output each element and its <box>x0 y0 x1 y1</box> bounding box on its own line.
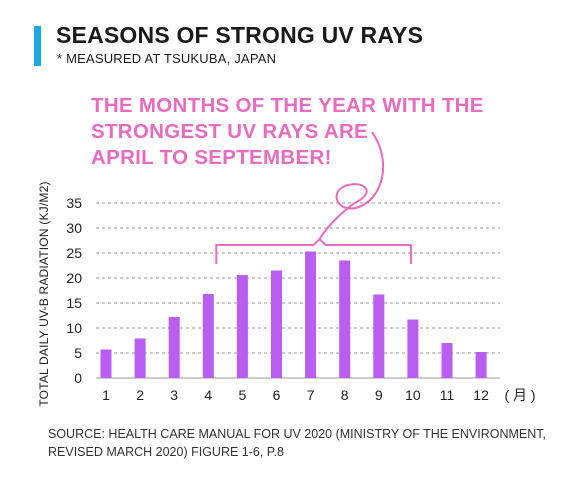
bar-month-6 <box>271 270 282 378</box>
x-tick-label: 11 <box>440 387 455 403</box>
bars <box>100 251 487 378</box>
callout-line: THE MONTHS OF THE YEAR WITH THE <box>91 94 484 117</box>
y-tick-label: 25 <box>66 245 82 261</box>
x-tick-label: 1 <box>102 387 110 403</box>
bar-month-12 <box>475 352 487 378</box>
y-tick-label: 30 <box>66 220 82 236</box>
source-note: SOURCE: HEALTH CARE MANUAL FOR UV 2020 (… <box>48 425 568 461</box>
bar-month-9 <box>373 294 385 378</box>
title-accent-bar <box>34 26 41 66</box>
callout-line: APRIL TO SEPTEMBER! <box>91 146 332 169</box>
x-tick-label: 10 <box>405 387 421 403</box>
callout-line: STRONGEST UV RAYS ARE <box>91 120 369 143</box>
x-tick-label: 3 <box>170 387 178 403</box>
x-tick-label: 5 <box>239 387 247 403</box>
bar-month-7 <box>305 251 317 378</box>
source-line: SOURCE: HEALTH CARE MANUAL FOR UV 2020 (… <box>48 427 547 441</box>
x-tick-label: 8 <box>341 387 349 403</box>
bar-month-5 <box>236 275 248 378</box>
y-tick-label: 35 <box>66 195 82 211</box>
x-axis-ticks: 1 2 3 4 5 6 7 8 9 10 11 12 <box>102 387 489 403</box>
y-axis-label: TOTAL DAILY UV-B RADIATION (KJ/M2) <box>37 181 51 406</box>
x-tick-label: 12 <box>473 387 489 403</box>
y-tick-label: 15 <box>66 295 82 311</box>
callout-connector <box>318 131 385 240</box>
bar-month-11 <box>441 343 453 378</box>
y-tick-label: 20 <box>66 270 82 286</box>
y-axis-ticks: 0 5 10 15 20 25 30 35 <box>66 195 82 386</box>
x-tick-label: 2 <box>136 387 144 403</box>
bar-month-10 <box>407 319 419 378</box>
bar-month-1 <box>100 349 112 378</box>
x-tick-label: 6 <box>273 387 281 403</box>
x-tick-label: 4 <box>204 387 212 403</box>
y-tick-label: 0 <box>74 370 82 386</box>
bar-month-2 <box>134 338 146 378</box>
y-tick-label: 10 <box>66 320 82 336</box>
chart-title: SEASONS OF STRONG UV RAYS <box>56 22 424 48</box>
grid-lines <box>96 202 500 379</box>
x-tick-label: 7 <box>307 387 315 403</box>
bar-month-4 <box>202 294 214 378</box>
chart-subtitle: * MEASURED AT TSUKUBA, JAPAN <box>57 51 277 66</box>
bar-month-3 <box>168 317 180 378</box>
bar-month-8 <box>339 260 351 378</box>
x-axis-unit-label: ( 月 ) <box>504 387 535 403</box>
x-tick-label: 9 <box>375 387 383 403</box>
source-line: REVISED MARCH 2020) FIGURE 1-6, P.8 <box>48 445 284 459</box>
y-tick-label: 5 <box>74 345 82 361</box>
callout-text: THE MONTHS OF THE YEAR WITH THE STRONGES… <box>91 93 484 171</box>
